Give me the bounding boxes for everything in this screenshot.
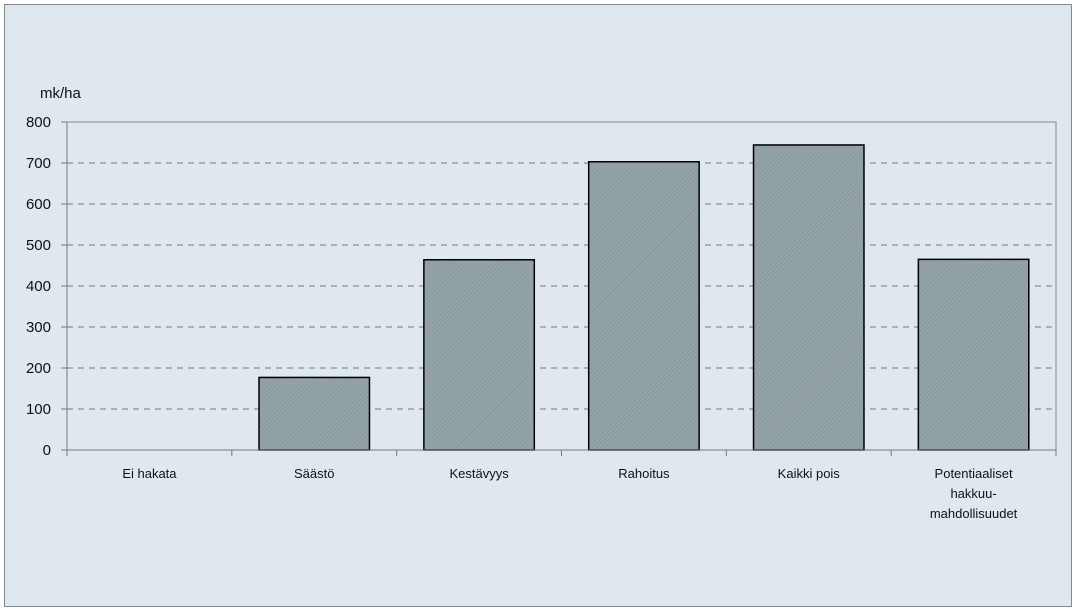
category-label-line: Potentiaaliset: [935, 466, 1013, 481]
category-label: Kestävyys: [449, 466, 509, 481]
category-label: Potentiaaliset hakkuu-mahdollisuudet: [930, 466, 1018, 521]
category-label: Ei hakata: [122, 466, 177, 481]
category-label: Säästö: [294, 466, 334, 481]
category-label: Rahoitus: [618, 466, 670, 481]
bar: [752, 144, 865, 451]
category-label: Kaikki pois: [778, 466, 841, 481]
y-tick-label: 0: [43, 442, 51, 459]
y-tick-label: 300: [26, 319, 51, 336]
x-tick-labels: Ei hakata Säästö Kestävyys Rahoitus Kaikki p…: [122, 466, 1017, 521]
axes: [61, 121, 1057, 456]
bar: [258, 376, 371, 451]
y-tick-label: 100: [26, 401, 51, 418]
bar: [917, 258, 1030, 451]
y-tick-label: 700: [26, 155, 51, 172]
y-tick-label: 200: [26, 360, 51, 377]
category-label-line: mahdollisuudet: [930, 506, 1018, 521]
bar: [423, 259, 536, 451]
category-label-line: Säästö: [294, 466, 334, 481]
y-tick-label: 400: [26, 278, 51, 295]
category-label-line: hakkuu-: [950, 486, 996, 501]
bars: [258, 144, 1030, 451]
category-label-line: Rahoitus: [618, 466, 670, 481]
y-axis-unit-label: mk/ha: [40, 85, 82, 102]
gridlines: [67, 162, 1056, 410]
chart-frame: [4, 4, 1072, 607]
bar: [587, 161, 700, 451]
category-label-line: Kaikki pois: [778, 466, 841, 481]
y-tick-labels: 0 100 200 300 400 500 600 700 800: [26, 114, 51, 459]
category-label-line: Ei hakata: [122, 466, 177, 481]
y-tick-label: 600: [26, 196, 51, 213]
category-label-line: Kestävyys: [449, 466, 509, 481]
y-tick-label: 800: [26, 114, 51, 131]
y-tick-label: 500: [26, 237, 51, 254]
